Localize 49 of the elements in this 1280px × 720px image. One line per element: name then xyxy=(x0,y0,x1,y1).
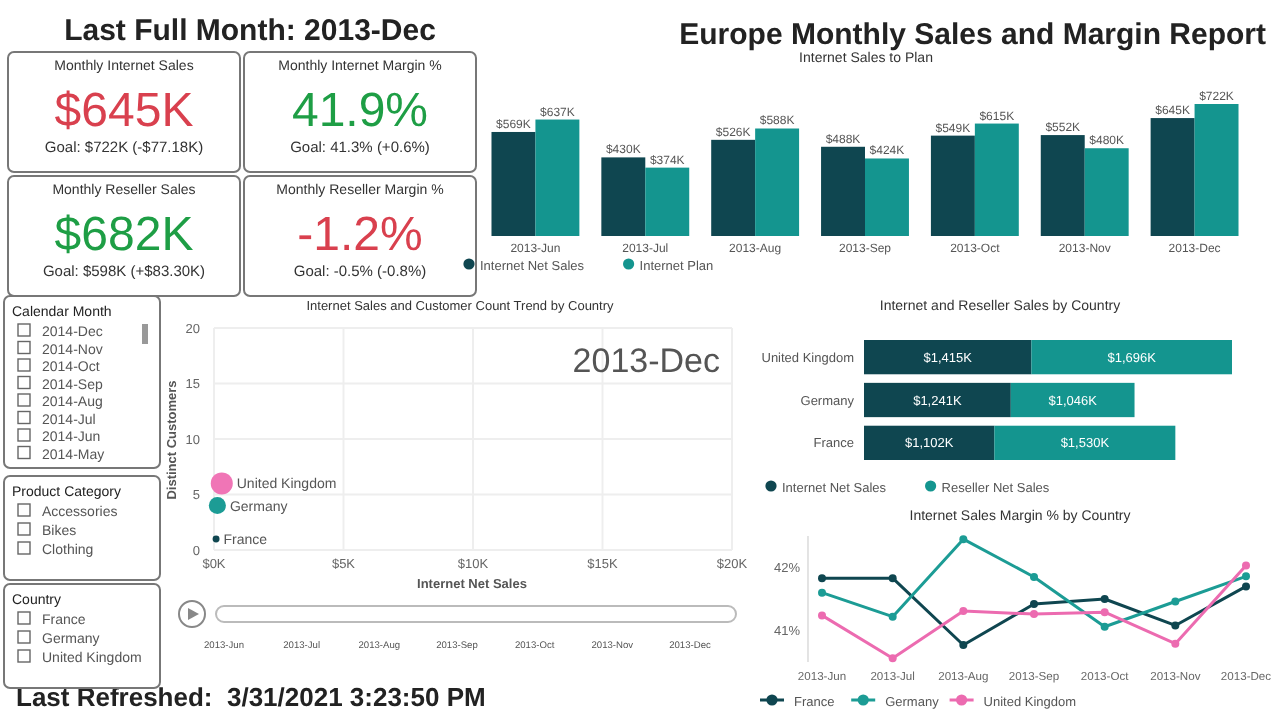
bar xyxy=(1194,104,1239,236)
point xyxy=(1242,561,1250,570)
text: Last Full Month: 2013-Dec xyxy=(64,14,436,48)
bar xyxy=(864,425,995,460)
text: $645K xyxy=(54,84,194,138)
point xyxy=(1171,639,1180,648)
text: $682K xyxy=(54,208,194,262)
text: 41.9% xyxy=(291,84,429,138)
bar xyxy=(864,382,1011,418)
point xyxy=(1030,610,1038,619)
text: -1.2% xyxy=(297,208,423,262)
bar xyxy=(1084,148,1129,236)
point xyxy=(1242,572,1250,581)
bar xyxy=(491,131,536,236)
point xyxy=(818,611,826,620)
point xyxy=(1030,572,1038,581)
bar xyxy=(994,425,1176,460)
point xyxy=(959,640,968,649)
point xyxy=(1171,621,1180,630)
point xyxy=(959,535,968,544)
text: Europe Monthly Sales and Margin Report xyxy=(679,18,1266,52)
bar xyxy=(1150,118,1195,236)
bar xyxy=(1031,340,1232,375)
bar xyxy=(711,139,756,236)
point xyxy=(818,588,826,597)
point xyxy=(1171,597,1180,606)
bar xyxy=(1010,382,1135,418)
annotation: 2013-Dec xyxy=(572,342,721,380)
bar xyxy=(974,123,1019,236)
point xyxy=(818,574,826,583)
point xyxy=(1100,622,1109,631)
point xyxy=(888,574,897,583)
bar xyxy=(1040,135,1085,236)
bar xyxy=(930,135,975,236)
bar xyxy=(864,340,1032,375)
point xyxy=(888,612,897,621)
bar xyxy=(645,167,690,236)
point xyxy=(959,606,968,615)
bar xyxy=(865,158,909,236)
bar xyxy=(821,146,865,236)
point xyxy=(1030,600,1038,609)
bar xyxy=(755,128,800,236)
bar xyxy=(601,157,646,236)
bar xyxy=(535,119,580,236)
point xyxy=(888,654,897,663)
text: Last Refreshed: 3/31/2021 3:23:50 PM xyxy=(16,682,486,712)
point xyxy=(1100,595,1109,603)
point xyxy=(1242,582,1250,591)
point xyxy=(1100,608,1109,617)
